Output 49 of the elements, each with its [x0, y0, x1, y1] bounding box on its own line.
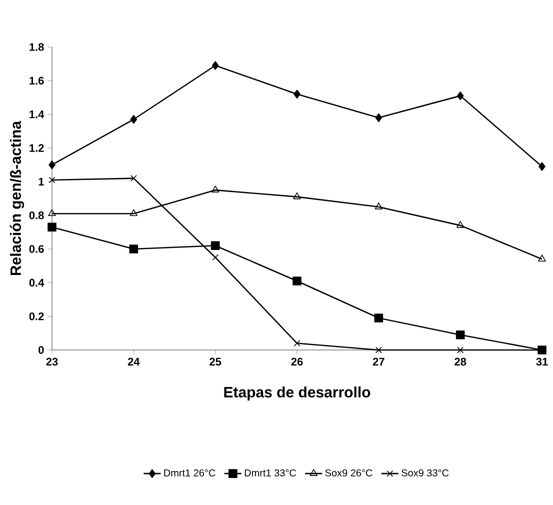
point — [375, 346, 382, 354]
y-tick-label: 1.4 — [30, 110, 44, 118]
point — [211, 186, 220, 192]
y-tick-label: 0.8 — [29, 211, 44, 220]
x-tick-label: 28 — [454, 358, 466, 366]
x-tick-label: 27 — [372, 358, 384, 366]
y-tick-label: 1.6 — [30, 76, 44, 85]
y-tick-label: 0.6 — [29, 245, 44, 253]
y-tick-label: 1 — [38, 178, 44, 186]
point — [456, 221, 464, 228]
point — [293, 192, 301, 200]
point — [375, 113, 382, 122]
x-tick-label: 23 — [46, 358, 58, 366]
x-tick-label: 24 — [128, 358, 140, 366]
legend-label: Dmrt1 33°C — [244, 469, 296, 476]
point — [48, 222, 56, 232]
point — [456, 330, 465, 340]
point — [129, 244, 138, 254]
y-tick-label: 0 — [38, 346, 44, 354]
point — [374, 202, 383, 210]
point — [212, 61, 219, 70]
x-tick-label: 26 — [291, 358, 303, 366]
point — [292, 276, 302, 286]
legend-label: Dmrt1 26°C — [164, 469, 216, 476]
legend-label: Sox9 33°C — [402, 469, 449, 476]
point — [538, 162, 546, 171]
y-tick-label: 0.2 — [29, 312, 44, 320]
point — [538, 254, 546, 262]
y-tick-label: 1.2 — [30, 144, 44, 152]
point — [210, 241, 220, 250]
x-axis-title: Etapas de desarrollo — [224, 386, 370, 400]
point — [374, 314, 384, 322]
y-tick-label: 0.4 — [29, 278, 44, 287]
legend-label: Sox9 26°C — [325, 469, 372, 476]
x-tick-label: 31 — [536, 358, 548, 366]
point — [130, 209, 138, 216]
x-tick-label: 25 — [210, 358, 222, 366]
point — [48, 160, 56, 170]
y-axis-title: Relación gen/ß-actina — [10, 120, 24, 276]
point — [48, 209, 56, 216]
point — [457, 346, 464, 354]
point — [294, 90, 300, 99]
point — [130, 175, 137, 182]
point — [130, 114, 138, 124]
point — [212, 254, 219, 261]
y-tick-label: 1.8 — [30, 43, 44, 51]
point — [456, 91, 464, 100]
point — [48, 176, 56, 184]
point — [294, 340, 300, 346]
